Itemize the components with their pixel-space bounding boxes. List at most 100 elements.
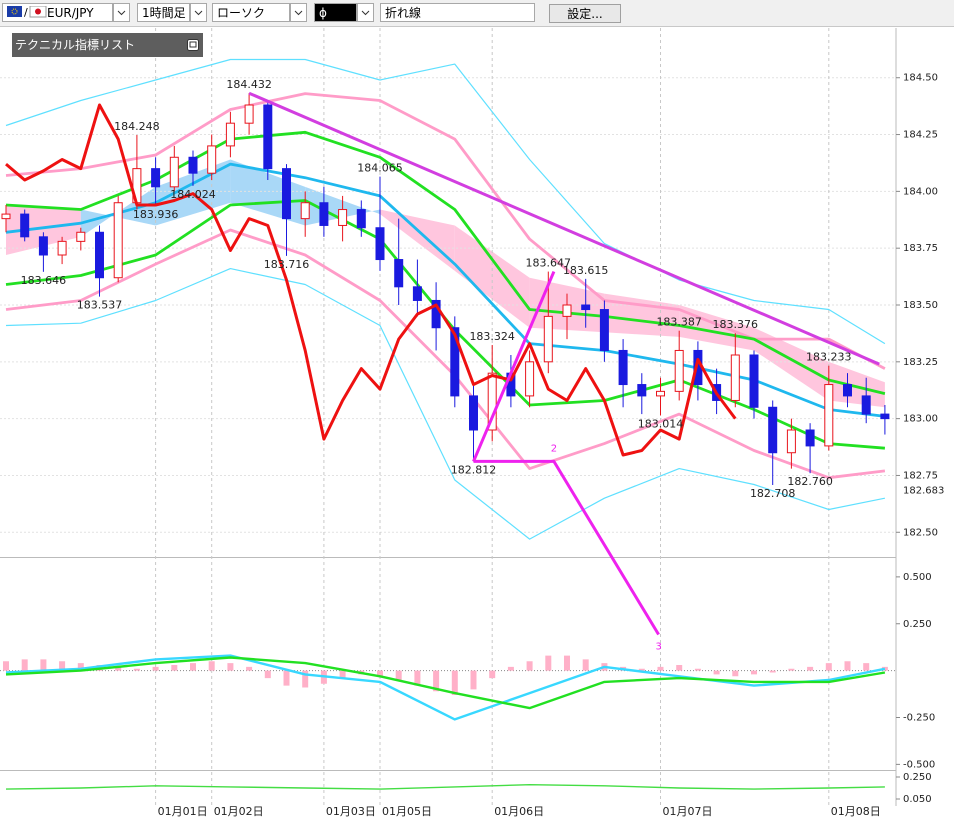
- x-tick-label: 01月01日: [158, 805, 208, 818]
- histogram-bar: [77, 663, 84, 671]
- candle-body: [543, 315, 553, 363]
- dropdown-arrow[interactable]: [290, 3, 307, 22]
- indicator-line: [5, 656, 886, 710]
- histogram-bar: [283, 670, 290, 686]
- histogram-bar: [769, 670, 776, 673]
- histogram-bar: [881, 666, 888, 671]
- candle-body: [38, 236, 48, 256]
- y-tick-label: 183.50: [903, 300, 938, 311]
- symbol-select[interactable]: / EUR/JPY: [2, 3, 113, 22]
- candle-body: [113, 202, 123, 279]
- histogram-bar: [21, 659, 28, 671]
- symbol: EUR/JPY: [47, 6, 94, 20]
- dropdown-arrow[interactable]: [113, 3, 130, 22]
- drawing-tool: ϕ: [319, 6, 327, 20]
- price-annotation: 183.537: [77, 299, 123, 312]
- candle-body: [824, 384, 834, 447]
- candle-body: [880, 413, 890, 420]
- candle-body: [394, 259, 404, 288]
- candle-body: [263, 104, 273, 170]
- histogram-bar: [152, 666, 159, 671]
- timeframe-select[interactable]: 1時間足: [137, 3, 190, 22]
- candles-layer: [1, 93, 890, 695]
- labels-layer: 184.50 184.25 184.00 183.75 183.50 183.25 183.…: [21, 73, 945, 818]
- candle-body: [469, 395, 478, 431]
- x-tick-label: 01月05日: [382, 805, 432, 818]
- candle-body: [599, 309, 609, 351]
- candle-body: [338, 209, 348, 226]
- drawing-line: [472, 271, 556, 462]
- x-tick-label: 01月06日: [494, 805, 544, 818]
- candle-body: [356, 209, 366, 229]
- histogram-bar: [489, 670, 496, 679]
- candle-body: [618, 349, 628, 386]
- drawing-line: [248, 91, 880, 366]
- drawing-tool-select[interactable]: ϕ: [314, 3, 357, 22]
- price-annotation: 183.615: [563, 264, 609, 277]
- histogram-bar: [208, 661, 215, 671]
- histogram-bar: [526, 661, 533, 671]
- candle-body: [786, 429, 796, 454]
- candle-body: [525, 361, 535, 397]
- indicator-list[interactable]: テクニカル指標リスト: [12, 33, 203, 57]
- price-annotation: 184.065: [357, 162, 403, 175]
- histogram-bar: [227, 663, 234, 671]
- price-annotation: 183.014: [638, 417, 684, 430]
- y-tick-label: 183.00: [903, 414, 938, 425]
- settings-button[interactable]: 設定...: [549, 4, 621, 23]
- x-tick-label: 01月08日: [831, 805, 881, 818]
- band-line: [5, 268, 886, 540]
- histogram-bar: [657, 666, 664, 671]
- histogram-bar: [732, 670, 739, 677]
- histogram-bar: [264, 670, 271, 679]
- candle-body: [487, 372, 497, 431]
- timeframe: 1時間足: [142, 6, 186, 20]
- histogram-bar: [171, 665, 178, 671]
- histogram-bar: [694, 668, 701, 671]
- price-annotation: 183.387: [656, 316, 702, 329]
- price-annotation: 183.936: [133, 208, 179, 221]
- panel-icon[interactable]: [187, 39, 199, 51]
- price-marker-label: 182.683: [903, 486, 944, 497]
- price-annotation: 183.233: [806, 351, 852, 364]
- y-tick-label: 183.75: [903, 243, 938, 254]
- histogram-bar: [564, 655, 570, 671]
- histogram-bar: [451, 670, 458, 695]
- y-tick-label: 0.050: [903, 794, 932, 805]
- candle-body: [282, 168, 291, 220]
- histogram-bar: [302, 670, 309, 688]
- dropdown-arrow[interactable]: [190, 3, 207, 22]
- histogram-bar: [246, 666, 253, 671]
- x-tick-label: 01月03日: [326, 805, 376, 818]
- line-type-field[interactable]: 折れ線: [380, 3, 535, 22]
- candle-body: [805, 429, 815, 447]
- y-tick-label: 184.50: [903, 73, 938, 84]
- bg-layer: [0, 28, 897, 806]
- y-tick-label: 0.250: [903, 772, 932, 783]
- y-tick-label: 184.25: [903, 130, 938, 141]
- lagging-line: [5, 103, 737, 457]
- price-annotation: 182.708: [750, 487, 796, 500]
- histogram-bar: [190, 663, 196, 671]
- histogram-bar: [377, 670, 383, 677]
- candle-body: [95, 231, 104, 279]
- candle-body: [207, 145, 217, 174]
- drawing-point-label: 3: [655, 642, 661, 653]
- histogram-bar: [825, 663, 832, 671]
- candle-body: [300, 202, 310, 220]
- price-annotation: 183.324: [469, 330, 515, 343]
- price-annotation: 184.432: [226, 78, 272, 91]
- drawing-line: [473, 459, 660, 636]
- candle-body: [637, 384, 647, 397]
- y-tick-label: 0.250: [903, 619, 932, 630]
- price-annotation: 182.760: [787, 475, 833, 488]
- histogram-bar: [545, 655, 552, 671]
- chart-type-select[interactable]: ローソク: [212, 3, 290, 22]
- dropdown-arrow[interactable]: [357, 3, 374, 22]
- histogram-bar: [40, 659, 47, 671]
- histogram-bar: [470, 670, 477, 690]
- band-line: [5, 58, 886, 345]
- price-annotation: 183.376: [713, 318, 759, 331]
